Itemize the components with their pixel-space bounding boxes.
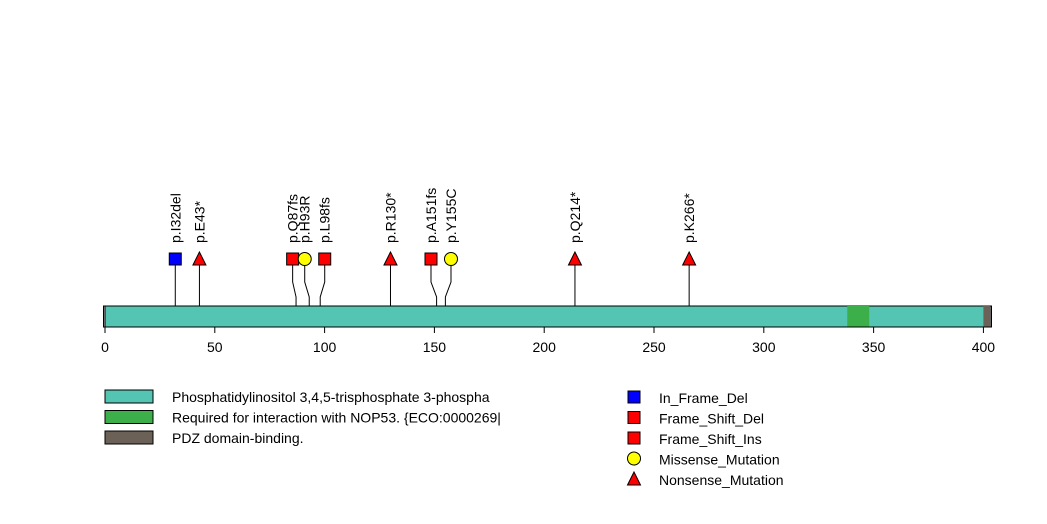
mutation-label: p.H93R (297, 196, 313, 243)
mutation-label: p.R130* (382, 192, 398, 243)
domain-legend: Phosphatidylinositol 3,4,5-trisphosphate… (104, 389, 501, 446)
mutation-label: p.Q214* (567, 191, 583, 243)
mutation-marker (424, 252, 438, 266)
domain-legend-label: Phosphatidylinositol 3,4,5-trisphosphate… (172, 389, 490, 405)
x-axis: 0 50 100 150 200 250 300 350 400 (101, 326, 996, 355)
domain-legend-swatch (104, 410, 154, 424)
axis-tick-label: 150 (423, 339, 447, 355)
axis-tick-label: 300 (752, 339, 776, 355)
mutation-type-legend-symbol (627, 451, 641, 466)
mutation-marker (168, 252, 182, 266)
mutation-type-legend-label: Frame_Shift_Ins (659, 431, 762, 447)
domain-legend-label: PDZ domain-binding. (172, 430, 304, 446)
domain-segment (847, 306, 870, 327)
mutation-type-legend-label: In_Frame_Del (659, 390, 748, 406)
mutation-type-legend-label: Missense_Mutation (659, 452, 780, 468)
mutation-marker (443, 252, 458, 266)
mutation-type-legend-symbol (627, 431, 641, 445)
mutation-type-legend-label: Nonsense_Mutation (659, 472, 784, 488)
mutation-marker (681, 250, 697, 266)
mutation-label: p.Y155C (443, 189, 459, 243)
mutation-type-legend: In_Frame_Del Frame_Shift_Del Frame_Shift_I… (626, 390, 784, 488)
mutation-marker (567, 250, 583, 266)
domain-legend-swatch (104, 389, 154, 404)
mutation-type-legend-symbol (627, 390, 641, 404)
axis-tick-label: 100 (313, 339, 337, 355)
domain-segment (983, 306, 990, 327)
domain-legend-label: Required for interaction with NOP53. {EC… (172, 410, 501, 426)
domain-legend-swatch (104, 430, 154, 445)
protein-track (103, 305, 992, 328)
axis-tick-label: 200 (533, 339, 557, 355)
mutation-marker (318, 252, 332, 266)
mutation-label: p.E43* (191, 200, 207, 243)
mutation-type-legend-symbol (626, 470, 642, 486)
mutation-markers (168, 250, 697, 266)
mutation-label: p.I32del (167, 193, 183, 243)
mutation-type-legend-symbol (627, 411, 641, 424)
mutation-type-legend-label: Frame_Shift_Del (659, 411, 764, 427)
axis-tick-label: 250 (642, 339, 666, 355)
axis-tick-label: 50 (207, 339, 223, 355)
mutation-label: p.Q87fs (285, 194, 301, 243)
axis-tick-label: 0 (101, 339, 109, 355)
mutation-marker (192, 250, 207, 266)
mutation-label: p.K266* (681, 193, 697, 243)
mutation-label: p.L98fs (317, 197, 333, 243)
mutation-label: p.A151fs (423, 188, 439, 243)
mutation-marker (297, 252, 312, 266)
axis-tick-label: 350 (862, 339, 886, 355)
axis-tick-label: 400 (972, 339, 996, 355)
mutation-marker (286, 252, 300, 266)
mutation-marker (383, 250, 398, 266)
